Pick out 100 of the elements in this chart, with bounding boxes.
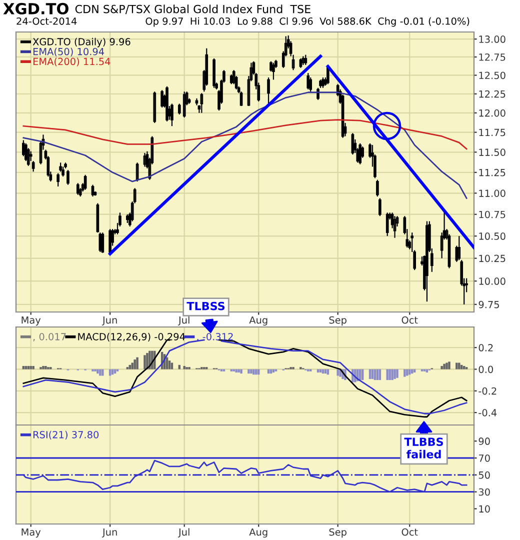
y-tick-label: 12.50 <box>479 72 506 80</box>
y-tick-label: 30 <box>478 488 490 496</box>
candlestick <box>76 182 80 196</box>
y-tick-label: 70 <box>478 454 490 462</box>
bar <box>183 366 186 370</box>
y-tick-label: 50 <box>478 471 490 479</box>
candlestick <box>304 54 308 66</box>
text: 24-Oct-2014 <box>16 17 77 25</box>
candlestick <box>351 132 354 156</box>
chart-subtitle: CDN S&P/TSX Global Gold Index Fund TSE <box>75 4 310 14</box>
candlestick <box>26 148 30 166</box>
x-tick-label: Oct <box>402 316 418 324</box>
x-tick-label: Sep <box>329 316 346 326</box>
candlestick <box>267 76 270 104</box>
bar <box>108 369 112 376</box>
bar <box>267 369 270 374</box>
candlestick <box>376 179 379 198</box>
bar <box>44 366 47 370</box>
candlestick <box>182 91 186 118</box>
y-tick-label: 12.75 <box>479 53 506 61</box>
candlestick <box>309 76 312 92</box>
bar <box>250 369 252 374</box>
candlestick <box>306 72 310 90</box>
bar <box>131 362 134 370</box>
bar <box>374 369 376 380</box>
bar <box>456 362 458 370</box>
bar <box>440 366 443 370</box>
x-tick-label: Aug <box>249 316 268 326</box>
candlestick <box>62 166 64 178</box>
candlestick <box>153 91 156 124</box>
candlestick <box>358 142 362 165</box>
x-tick-label: Aug <box>249 528 268 538</box>
candlestick <box>230 74 233 85</box>
y-tick-label: 11.75 <box>479 128 506 136</box>
y-tick-label: 10 <box>479 505 490 513</box>
bar <box>406 369 408 376</box>
bar <box>258 369 260 375</box>
y-tick-label: -0.2 <box>478 387 496 395</box>
candlestick <box>200 92 204 114</box>
bar <box>371 369 374 379</box>
bar <box>32 366 34 370</box>
bar <box>136 357 138 370</box>
y-tick-label: 10.50 <box>479 232 506 240</box>
bar <box>322 369 324 374</box>
y-tick-label: -0.4 <box>478 409 497 416</box>
bar <box>30 366 32 370</box>
y-tick-label: 13.00 <box>479 36 506 43</box>
bar <box>272 369 275 372</box>
bar <box>255 369 258 375</box>
candlestick <box>32 160 35 172</box>
chart-title: XGD.TO <box>3 2 68 14</box>
bar <box>386 369 388 380</box>
x-tick-label: May <box>22 316 41 326</box>
bar <box>319 369 322 372</box>
y-tick-label: 0.2 <box>478 344 493 352</box>
candlestick <box>22 140 25 157</box>
annotation: TLBSS <box>186 302 225 310</box>
text: , 0.017 <box>33 333 66 342</box>
legend-label: XGD.TO (Daily) 9.96 <box>32 38 130 48</box>
y-tick-label: 11.00 <box>479 190 506 197</box>
bar <box>42 366 44 370</box>
bar <box>448 362 450 370</box>
y-tick-label: 90 <box>478 438 490 445</box>
candlestick <box>160 90 164 108</box>
y-tick-label: 10.75 <box>479 210 506 218</box>
candlestick <box>178 103 181 115</box>
candlestick <box>24 142 28 162</box>
bar <box>270 369 272 374</box>
bar <box>134 359 136 370</box>
x-tick-label: May <box>22 528 41 538</box>
bar <box>240 369 242 374</box>
bar <box>316 369 320 372</box>
legend-label: EMA(200) 11.54 <box>33 58 110 66</box>
candlestick <box>170 103 174 127</box>
y-tick-label: 10.25 <box>479 254 506 262</box>
bar <box>361 369 364 380</box>
y-tick-label: 12.00 <box>479 109 506 117</box>
x-tick-label: Jul <box>178 316 190 326</box>
candlestick <box>108 228 112 254</box>
bar <box>324 369 327 374</box>
candlestick <box>143 152 146 168</box>
candlestick <box>378 198 382 217</box>
candlestick <box>386 212 389 237</box>
candlestick <box>56 172 60 188</box>
x-tick-label: Jun <box>102 528 117 538</box>
bar <box>170 362 174 370</box>
bar <box>326 369 330 375</box>
x-tick-label: Sep <box>329 528 346 538</box>
bar <box>404 369 406 377</box>
candlestick <box>91 184 94 198</box>
x-tick-label: Jun <box>102 316 117 326</box>
bar <box>368 369 372 379</box>
bar <box>238 369 240 372</box>
bar <box>252 369 255 375</box>
line-series <box>22 92 468 199</box>
candlestick <box>66 169 70 186</box>
candlestick <box>101 232 104 254</box>
y-tick-label: 11.50 <box>479 148 506 156</box>
legend-label: RSI(21) 37.80 <box>33 430 99 440</box>
bar <box>413 369 416 372</box>
